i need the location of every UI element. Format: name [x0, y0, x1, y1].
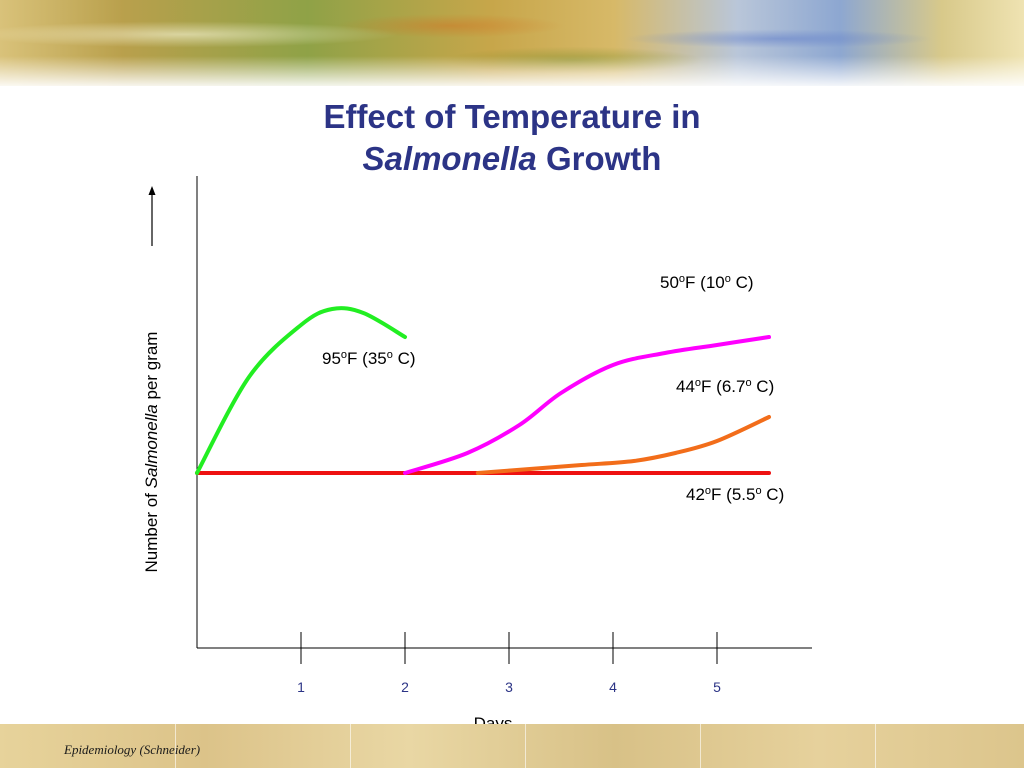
chart-axes: [148, 176, 812, 649]
title-italic-word: Salmonella: [362, 140, 537, 177]
y-axis-label-part-1: Number of: [142, 488, 161, 572]
series-label-text: 50: [660, 273, 679, 292]
series-label-text: F (10: [685, 273, 725, 292]
footer-segment: [875, 724, 876, 768]
footer-segment: [350, 724, 351, 768]
series-label-text: 95: [322, 349, 341, 368]
series-labels: 95oF (35o C)50oF (10o C)44oF (6.7o C)42o…: [322, 273, 784, 504]
banner-fade: [0, 56, 1024, 86]
degree-superscript: o: [679, 273, 685, 285]
x-tick-label-5: 5: [713, 679, 721, 695]
footer-segment: [175, 724, 176, 768]
title-rest: Growth: [536, 140, 662, 177]
series-line-2: [475, 415, 771, 475]
series-label-text: C): [762, 485, 785, 504]
series-label-2: 44oF (6.7o C): [676, 377, 774, 396]
series-line-0: [195, 306, 407, 475]
footer-text: Epidemiology (Schneider): [64, 742, 201, 757]
series-label-0: 95oF (35o C): [322, 349, 416, 368]
y-axis-arrow-head: [148, 186, 156, 195]
series-label-text: F (6.7: [701, 377, 745, 396]
x-tick-label-1: 1: [297, 679, 305, 695]
series-label-text: 42: [686, 485, 705, 504]
title-line-1: Effect of Temperature in: [323, 98, 701, 135]
decorative-banner: [0, 0, 1024, 86]
series-label-text: C): [393, 349, 416, 368]
x-tick-label-4: 4: [609, 679, 617, 695]
degree-superscript: o: [745, 377, 751, 389]
series-line-1: [403, 335, 771, 475]
x-tick-label-2: 2: [401, 679, 409, 695]
footer-bar: [0, 724, 1024, 768]
series-label-3: 42oF (5.5o C): [686, 485, 784, 504]
series-label-text: 44: [676, 377, 695, 396]
degree-superscript: o: [387, 349, 393, 361]
series-label-text: C): [752, 377, 775, 396]
series-label-1: 50oF (10o C): [660, 273, 754, 292]
y-axis-label: Number of Salmonella per gram: [142, 332, 161, 573]
series-label-text: F (35: [347, 349, 387, 368]
degree-superscript: o: [725, 273, 731, 285]
series-label-text: F (5.5: [711, 485, 755, 504]
y-axis-label-part-3: per gram: [142, 332, 161, 405]
slide-title: Effect of Temperature in Salmonella Grow…: [0, 96, 1024, 180]
degree-superscript: o: [705, 485, 711, 497]
chart-series: [195, 306, 771, 475]
degree-superscript: o: [695, 377, 701, 389]
y-axis-label-italic: Salmonella: [142, 404, 161, 488]
footer-segment: [700, 724, 701, 768]
x-tick-label-3: 3: [505, 679, 513, 695]
x-ticks: 1 2 3 4 5: [297, 632, 721, 695]
title-line-2: Salmonella Growth: [0, 138, 1024, 180]
series-label-text: C): [731, 273, 754, 292]
degree-superscript: o: [341, 349, 347, 361]
footer-segment: [525, 724, 526, 768]
degree-superscript: o: [755, 485, 761, 497]
